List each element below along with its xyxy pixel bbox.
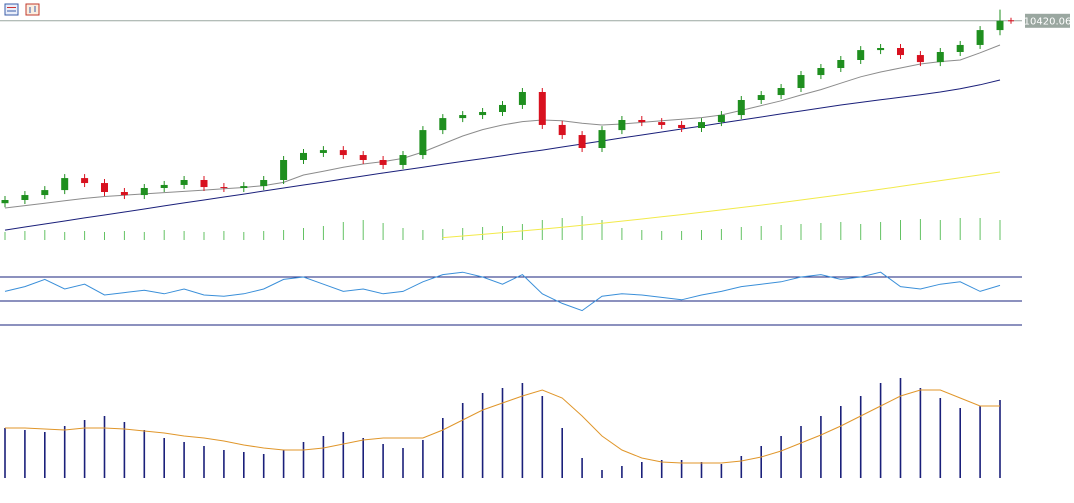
candle-body [220,187,228,189]
candle-body [499,104,506,112]
signal-line [5,389,1000,464]
candle-body [897,48,904,56]
rsi-line [4,271,1001,312]
candle-body [618,120,626,131]
candle-body [61,178,69,191]
candle-body [1,200,9,204]
list-icon[interactable] [4,3,19,16]
candle-body [260,180,268,187]
candle-body [280,160,288,180]
candle-body [439,118,447,131]
candle-body [678,124,686,128]
candle-body [518,92,526,105]
candle-body [459,115,467,119]
candle-body [240,186,248,188]
candle-body [717,115,725,123]
candle-body [101,183,108,192]
candle-body [578,135,586,148]
candle-body [698,122,705,128]
candle-body [339,150,347,156]
candle-body [538,92,546,125]
toolbar-icons [4,3,40,16]
candle-body [120,192,128,196]
candle-body [200,180,208,188]
candle-body [797,75,805,88]
candle-body [379,160,387,165]
price-label: 10420.06 [1024,16,1072,27]
candle-body [996,20,1004,31]
candle-body [976,30,984,45]
candle-body [180,180,188,185]
candle-body [877,48,885,51]
candle-body [777,88,785,96]
moving-average [4,44,1001,209]
candle-body [140,188,148,196]
candle-body [658,122,666,125]
candle-body [757,95,765,100]
candle-body [359,155,367,160]
candle-body [737,100,745,116]
candle-body [638,120,646,123]
candle-body [956,44,964,52]
candle-body [916,55,924,63]
moving-average [4,79,1001,231]
candle-body [817,68,825,76]
candle-body [419,130,427,156]
chart-icon[interactable] [25,3,40,16]
candle-body [41,190,49,196]
candle-body [21,195,29,200]
candle-body [399,155,407,165]
candle-body [837,60,845,68]
candle-body [479,112,487,116]
candle-body [936,52,944,63]
candle-body [160,184,168,188]
candle-body [81,178,89,184]
price-label-box [1025,13,1070,28]
candle-body [857,50,865,60]
candle-body [300,152,307,160]
candle-body [598,130,606,148]
candle-body [319,150,327,153]
candle-body [558,124,566,136]
moving-average [442,171,1001,239]
